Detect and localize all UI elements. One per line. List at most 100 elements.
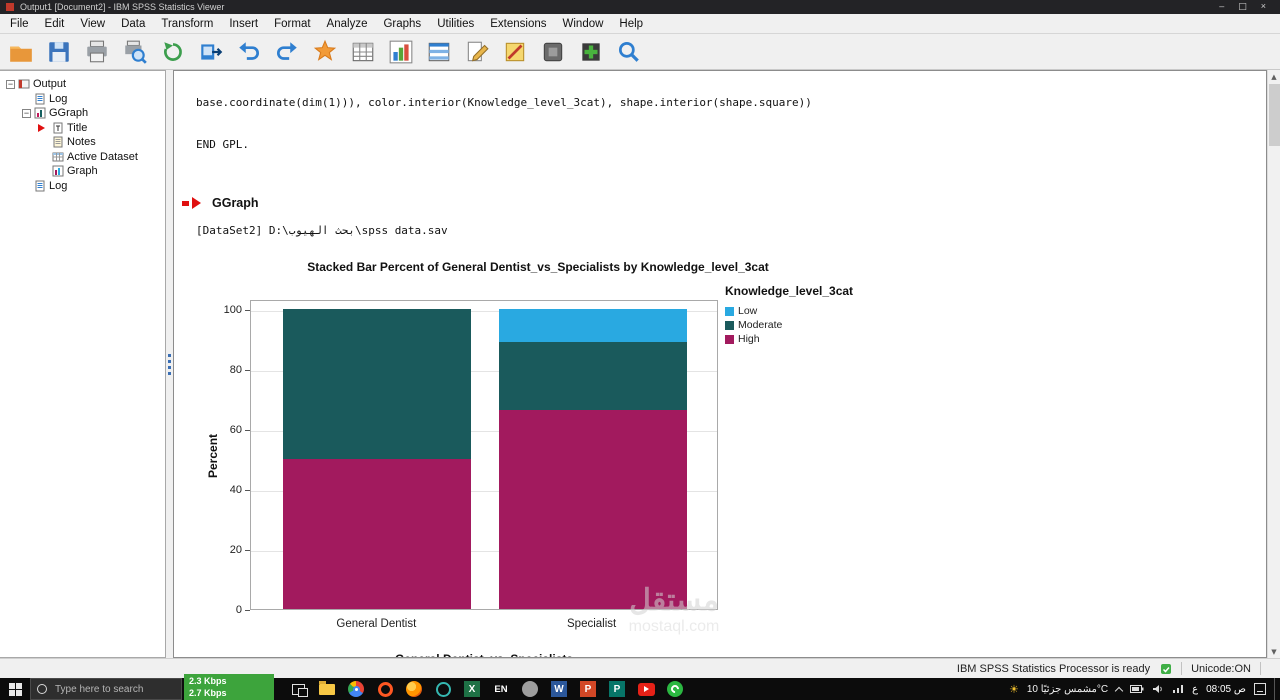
export-button[interactable]: [196, 37, 226, 67]
ggraph-heading: GGraph: [182, 196, 1266, 210]
net-speed-widget[interactable]: 2.3 Kbps 2.7 Kbps: [184, 674, 274, 700]
maximize-button[interactable]: [1238, 2, 1247, 12]
output-book-icon: [18, 79, 30, 89]
vertical-scrollbar[interactable]: [1267, 70, 1280, 658]
edit-outline-button[interactable]: [462, 37, 492, 67]
excel-icon[interactable]: [462, 679, 482, 699]
edit-outline-icon: [467, 41, 489, 61]
goto-chart-button[interactable]: [310, 37, 340, 67]
outline-item-graph[interactable]: Graph: [0, 164, 165, 179]
chart-object[interactable]: Stacked Bar Percent of General Dentist_v…: [188, 260, 888, 657]
output-content: base.coordinate(dim(1))), color.interior…: [173, 70, 1267, 658]
chart-legend: Knowledge_level_3cat Low Moderate High: [725, 284, 853, 347]
outline-item-active-dataset[interactable]: Active Dataset: [0, 150, 165, 165]
show-desktop-strip[interactable]: [1274, 678, 1278, 700]
print-button[interactable]: [82, 37, 112, 67]
chart-legend-title: Knowledge_level_3cat: [725, 284, 854, 298]
minimize-button[interactable]: [1219, 2, 1224, 12]
close-button[interactable]: [1261, 2, 1266, 12]
start-button[interactable]: [0, 678, 30, 700]
dataset-icon: [52, 152, 64, 162]
designate-window-icon: [582, 42, 600, 61]
pivot-table-icon: [352, 42, 374, 61]
outline-item-log-2[interactable]: Log: [0, 179, 165, 194]
insert-chart-button[interactable]: [386, 37, 416, 67]
gpl-code-line: END GPL.: [196, 138, 249, 151]
open-icon: [10, 46, 32, 62]
battery-icon[interactable]: [1130, 684, 1144, 694]
recall-dialogs-button[interactable]: [158, 37, 188, 67]
graph-icon: [52, 165, 64, 177]
pivot-table-button[interactable]: [348, 37, 378, 67]
collapse-icon[interactable]: [22, 108, 31, 118]
action-center-icon[interactable]: [1254, 683, 1266, 695]
open-button[interactable]: [6, 37, 36, 67]
taskbar-apps: EN: [288, 679, 685, 699]
outline-item-notes[interactable]: Notes: [0, 135, 165, 150]
word-icon[interactable]: [549, 679, 569, 699]
find-button[interactable]: [614, 37, 644, 67]
menu-data[interactable]: Data: [121, 17, 146, 30]
title-icon: [53, 122, 63, 134]
collapse-icon[interactable]: [6, 79, 15, 89]
globe-app-icon[interactable]: [433, 679, 453, 699]
menu-help[interactable]: Help: [619, 17, 644, 30]
menu-file[interactable]: File: [10, 17, 29, 30]
publisher-icon[interactable]: [607, 679, 627, 699]
tray-chevron-icon[interactable]: [1114, 686, 1124, 695]
firefox-icon[interactable]: [404, 679, 424, 699]
language-badge[interactable]: EN: [491, 679, 511, 699]
menu-graphs[interactable]: Graphs: [383, 17, 422, 30]
network-icon[interactable]: [1172, 684, 1184, 694]
outline-item-label: Log: [49, 92, 68, 105]
insert-rows-icon: [428, 42, 450, 61]
menu-analyze[interactable]: Analyze: [326, 17, 368, 30]
file-explorer-icon[interactable]: [317, 679, 337, 699]
search-input[interactable]: [53, 682, 175, 696]
scrollbar-thumb[interactable]: [1268, 84, 1280, 146]
tray-language-indicator[interactable]: ع: [1192, 683, 1199, 695]
menu-extensions[interactable]: Extensions: [490, 17, 547, 30]
browser-orange-icon[interactable]: [375, 679, 395, 699]
net-speed-up: 2.3 Kbps: [189, 676, 227, 686]
insert-rows-button[interactable]: [424, 37, 454, 67]
taskbar-clock[interactable]: 08:05 ص: [1206, 683, 1246, 695]
undo-button[interactable]: [234, 37, 264, 67]
title-bar: Output1 [Document2] - IBM SPSS Statistic…: [0, 0, 1280, 14]
task-view-icon[interactable]: [288, 679, 308, 699]
weather-sun-icon: ☀: [1008, 682, 1019, 696]
menu-view[interactable]: View: [80, 17, 106, 30]
redo-icon: [277, 41, 297, 60]
pane-splitter[interactable]: [166, 70, 173, 658]
outline-item-ggraph[interactable]: GGraph: [0, 106, 165, 121]
volume-icon[interactable]: [1152, 684, 1164, 694]
outline-item-title[interactable]: Title: [0, 121, 165, 136]
menu-insert[interactable]: Insert: [229, 17, 259, 30]
outline-item-label: Notes: [67, 136, 96, 149]
select-last-output-button[interactable]: [538, 37, 568, 67]
outline-item-log-1[interactable]: Log: [0, 92, 165, 107]
weather-widget[interactable]: مشمس جزئيًا 10°C: [1026, 683, 1109, 695]
chrome-icon[interactable]: [346, 679, 366, 699]
outline-item-output[interactable]: Output: [0, 77, 165, 92]
scroll-down-icon[interactable]: [1268, 645, 1280, 658]
print-preview-button[interactable]: [120, 37, 150, 67]
whatsapp-icon[interactable]: [665, 679, 685, 699]
save-button[interactable]: [44, 37, 74, 67]
current-item-arrow-icon: [38, 123, 49, 132]
scroll-up-icon[interactable]: [1268, 70, 1280, 83]
menu-edit[interactable]: Edit: [44, 17, 65, 30]
menu-format[interactable]: Format: [274, 17, 311, 30]
youtube-icon[interactable]: [636, 679, 656, 699]
menu-window[interactable]: Window: [562, 17, 604, 30]
redo-button[interactable]: [272, 37, 302, 67]
chart-legend-items: Low Moderate High: [725, 305, 853, 345]
style-output-button[interactable]: [500, 37, 530, 67]
designate-window-button[interactable]: [576, 37, 606, 67]
taskbar-search[interactable]: [30, 678, 182, 700]
powerpoint-icon[interactable]: [578, 679, 598, 699]
outline-item-label: Graph: [67, 165, 98, 178]
user-app-icon[interactable]: [520, 679, 540, 699]
menu-transform[interactable]: Transform: [161, 17, 214, 30]
menu-utilities[interactable]: Utilities: [437, 17, 475, 30]
